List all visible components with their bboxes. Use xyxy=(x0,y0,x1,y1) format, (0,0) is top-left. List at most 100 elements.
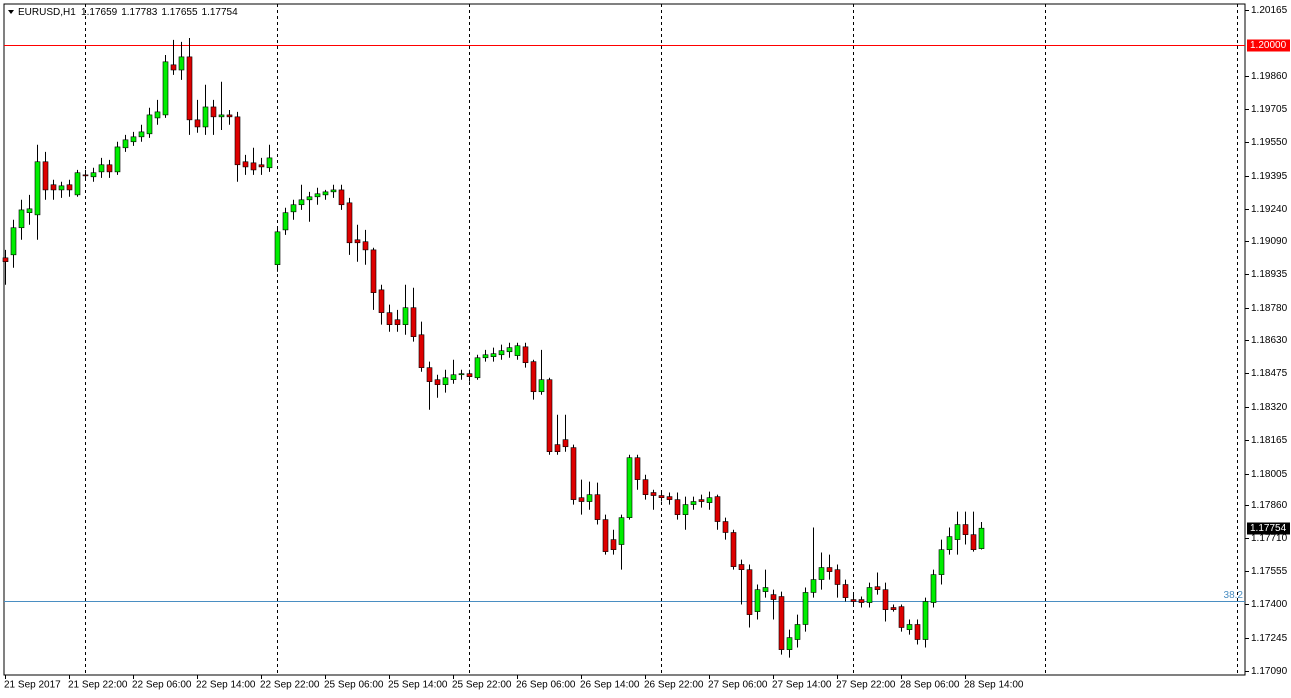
candle-body xyxy=(266,157,273,169)
candle-body xyxy=(298,199,305,206)
x-tick-label: 26 Sep 22:00 xyxy=(644,680,704,691)
candle-body xyxy=(458,373,465,376)
candle-body xyxy=(546,379,553,452)
candle-body xyxy=(906,624,913,630)
candle-body xyxy=(754,589,761,612)
candle-body xyxy=(466,373,473,377)
candle-body xyxy=(554,444,561,452)
candle-body xyxy=(338,189,345,206)
candle-body xyxy=(362,241,369,251)
y-tick-label: 1.19395 xyxy=(1251,171,1288,182)
candle-body xyxy=(810,579,817,593)
header-high: 1.17783 xyxy=(121,7,158,18)
symbol-title: EURUSD,H1 xyxy=(18,7,76,18)
candle-body xyxy=(890,607,897,610)
candle-body xyxy=(674,499,681,515)
header-arrow xyxy=(8,10,14,14)
header-low: 1.17655 xyxy=(161,7,198,18)
candle-body xyxy=(370,249,377,293)
candle-body xyxy=(970,534,977,550)
candle-body xyxy=(330,189,337,193)
candle-body xyxy=(954,524,961,540)
candle-body xyxy=(698,499,705,502)
candle-body xyxy=(818,567,825,580)
candle-body xyxy=(610,539,617,550)
candle-body xyxy=(802,592,809,625)
header-open: 1.17659 xyxy=(81,7,118,18)
candle-body xyxy=(578,497,585,502)
current-price-label: 1.17754 xyxy=(1250,523,1287,534)
candle-body xyxy=(762,587,769,592)
candle-body xyxy=(618,517,625,545)
candle-body xyxy=(210,106,217,118)
candle-body xyxy=(58,185,65,191)
y-tick-label: 1.18935 xyxy=(1251,269,1288,280)
candle-body xyxy=(146,114,153,135)
candle-body xyxy=(18,209,25,229)
candle-body xyxy=(650,492,657,496)
candle-body xyxy=(394,319,401,325)
y-tick-label: 1.18165 xyxy=(1251,435,1288,446)
candle-body xyxy=(10,227,17,256)
header-close: 1.17754 xyxy=(202,7,239,18)
candle-body xyxy=(706,497,713,503)
y-tick-label: 1.20165 xyxy=(1251,5,1288,16)
candle-body xyxy=(186,56,193,121)
candle-body xyxy=(882,589,889,610)
candle-body xyxy=(682,504,689,515)
candle-body xyxy=(874,586,881,590)
x-tick-label: 22 Sep 22:00 xyxy=(260,680,320,691)
candle-body xyxy=(202,106,209,128)
y-tick-label: 1.18780 xyxy=(1251,303,1288,314)
candle-body xyxy=(442,377,449,385)
y-tick-label: 1.17245 xyxy=(1251,633,1288,644)
x-tick-label: 21 Sep 22:00 xyxy=(68,680,128,691)
candle-body xyxy=(274,231,281,266)
candle-body xyxy=(482,354,489,359)
candle-body xyxy=(74,172,81,196)
candle-body xyxy=(162,61,169,116)
candle-body xyxy=(850,599,857,602)
candle-body xyxy=(586,494,593,502)
candle-body xyxy=(658,495,665,498)
candle-body xyxy=(170,64,177,71)
candle-body xyxy=(306,196,313,201)
line-label: 38.2 xyxy=(1224,590,1244,601)
x-tick-label: 25 Sep 22:00 xyxy=(452,680,512,691)
candle-body xyxy=(378,289,385,313)
candle-body xyxy=(258,164,265,168)
x-tick-label: 27 Sep 22:00 xyxy=(836,680,896,691)
candle-body xyxy=(626,457,633,518)
candle-body xyxy=(842,584,849,598)
candle-body xyxy=(226,114,233,118)
candle-body xyxy=(130,136,137,143)
candle-body xyxy=(322,191,329,196)
candle-body xyxy=(2,257,9,262)
candle-body xyxy=(490,353,497,357)
candle-body xyxy=(418,334,425,368)
x-tick-label: 26 Sep 14:00 xyxy=(580,680,640,691)
candle-body xyxy=(434,379,441,385)
x-tick-label: 28 Sep 06:00 xyxy=(900,680,960,691)
candle-body xyxy=(386,312,393,325)
candle-body xyxy=(946,536,953,550)
candle-body xyxy=(538,379,545,393)
candle-body xyxy=(282,212,289,231)
candle-body xyxy=(138,131,145,138)
candle-body xyxy=(738,564,745,570)
candle-body xyxy=(722,521,729,533)
candle-body xyxy=(178,56,185,71)
y-tick-label: 1.17860 xyxy=(1251,500,1288,511)
candle-body xyxy=(402,307,409,325)
candle-body xyxy=(922,601,929,640)
candle-body xyxy=(250,162,257,171)
x-tick-label: 21 Sep 2017 xyxy=(4,680,61,691)
candle-body xyxy=(666,496,673,500)
candles xyxy=(2,37,985,658)
candle-body xyxy=(794,624,801,640)
candle-body xyxy=(218,114,225,118)
candle-body xyxy=(594,494,601,520)
candle-body xyxy=(26,208,33,213)
candle-body xyxy=(410,307,417,338)
candle-body xyxy=(778,596,785,650)
